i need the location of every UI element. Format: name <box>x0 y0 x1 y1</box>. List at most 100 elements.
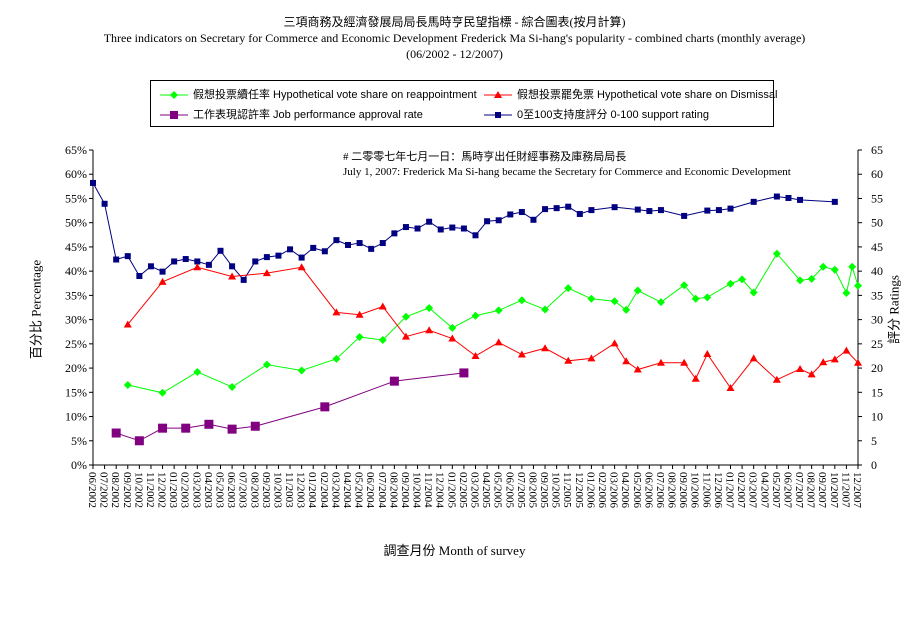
chart-title-chinese: 三項商務及經濟發展局局長馬時亨民望指標 - 綜合圖表(按月計算) <box>283 15 626 29</box>
legend-label: 假想投票罷免票 Hypothetical vote share on Dismi… <box>517 89 778 101</box>
data-point-reappoint <box>772 249 781 258</box>
x-tick-label: 11/2005 <box>561 472 573 508</box>
data-point-dismiss <box>656 358 665 366</box>
x-tick-label: 08/2003 <box>248 472 260 509</box>
y-right-tick-label: 35 <box>871 288 883 302</box>
data-point-rating <box>321 248 328 255</box>
x-tick-label: 05/2006 <box>631 472 643 509</box>
data-point-dismiss <box>610 339 619 347</box>
legend-label: 工作表現認許率 Job performance approval rate <box>193 109 423 121</box>
square-marker-icon <box>160 111 188 119</box>
data-point-rating <box>205 261 212 268</box>
data-point-dismiss <box>772 375 781 383</box>
y-right-tick-label: 65 <box>871 143 883 157</box>
data-point-reappoint <box>703 293 712 302</box>
data-point-rating <box>263 254 270 261</box>
data-point-rating <box>727 205 734 212</box>
data-point-rating <box>287 246 294 253</box>
data-point-approval <box>111 428 121 438</box>
x-tick-label: 09/2007 <box>816 472 828 509</box>
data-point-rating <box>460 225 467 232</box>
data-point-reappoint <box>807 274 816 283</box>
data-point-dismiss <box>564 356 573 364</box>
y-left-tick-label: 50% <box>65 216 87 230</box>
data-point-reappoint <box>656 298 665 307</box>
data-point-rating <box>542 206 549 213</box>
chart-date-range: (06/2002 - 12/2007) <box>406 47 503 61</box>
data-point-rating <box>449 224 456 231</box>
data-point-dismiss <box>297 263 306 271</box>
x-tick-label: 05/2005 <box>492 472 504 509</box>
data-point-dismiss <box>830 355 839 363</box>
data-point-dismiss <box>517 350 526 358</box>
y-left-tick-label: 15% <box>65 385 87 399</box>
data-point-reappoint <box>819 262 828 271</box>
data-point-reappoint <box>749 288 758 297</box>
x-tick-label: 02/2006 <box>596 472 608 509</box>
series-reappoint <box>123 249 862 397</box>
data-point-reappoint <box>158 388 167 397</box>
x-tick-label: 06/2006 <box>642 472 654 509</box>
data-point-dismiss <box>378 302 387 310</box>
x-tick-label: 06/2002 <box>86 472 98 508</box>
data-point-reappoint <box>830 265 839 274</box>
annotation-line-1: # 二零零七年七月一日：馬時亨出任財經事務及庫務局局長 <box>343 149 626 163</box>
data-point-rating <box>553 205 560 212</box>
x-tick-label: 01/2004 <box>306 472 318 509</box>
data-point-dismiss <box>633 365 642 373</box>
data-point-rating <box>310 244 317 251</box>
x-tick-label: 07/2004 <box>376 472 388 509</box>
data-point-rating <box>171 258 178 265</box>
data-point-rating <box>252 258 259 265</box>
data-point-rating <box>298 254 305 261</box>
data-point-rating <box>773 193 780 200</box>
data-point-reappoint <box>848 262 857 271</box>
data-point-reappoint <box>564 284 573 293</box>
data-point-rating <box>159 268 166 275</box>
data-point-rating <box>90 179 96 186</box>
x-tick-label: 12/2006 <box>712 472 724 509</box>
x-tick-label: 08/2007 <box>805 472 817 509</box>
x-tick-label: 03/2005 <box>469 472 481 509</box>
x-tick-label: 08/2005 <box>526 472 538 509</box>
y-right-tick-label: 20 <box>871 361 883 375</box>
data-point-dismiss <box>726 383 735 391</box>
series-line-approval <box>116 372 464 442</box>
data-point-rating <box>704 207 711 214</box>
data-point-reappoint <box>332 354 341 363</box>
data-point-reappoint <box>123 381 132 390</box>
x-tick-label: 09/2002 <box>121 472 133 508</box>
data-point-reappoint <box>691 294 700 303</box>
y-left-tick-label: 30% <box>65 313 87 327</box>
data-point-dismiss <box>448 334 457 342</box>
data-point-rating <box>657 207 664 214</box>
data-point-approval <box>204 419 214 429</box>
data-point-rating <box>356 240 363 247</box>
chart-legend: 假想投票續任率 Hypothetical vote share on reapp… <box>150 80 778 127</box>
data-point-approval <box>134 436 144 446</box>
x-tick-label: 11/2006 <box>700 472 712 508</box>
y-right-tick-label: 60 <box>871 167 883 181</box>
x-tick-label: 01/2006 <box>584 472 596 509</box>
data-point-approval <box>181 423 191 433</box>
data-point-reappoint <box>680 281 689 290</box>
data-point-dismiss <box>355 310 364 318</box>
data-point-reappoint <box>228 382 237 391</box>
chart-title-english: Three indicators on Secretary for Commer… <box>103 31 806 45</box>
x-tick-label: 05/2004 <box>353 472 365 509</box>
data-point-reappoint <box>610 297 619 306</box>
x-tick-label: 02/2005 <box>457 472 469 509</box>
x-tick-label: 06/2004 <box>364 472 376 509</box>
y-left-tick-label: 40% <box>65 264 87 278</box>
x-tick-label: 08/2006 <box>666 472 678 509</box>
data-point-reappoint <box>401 312 410 321</box>
data-point-rating <box>797 196 804 203</box>
x-tick-label: 06/2003 <box>225 472 237 509</box>
x-tick-label: 08/2004 <box>387 472 399 509</box>
data-point-reappoint <box>448 323 457 332</box>
data-point-rating <box>402 224 409 231</box>
y-left-tick-label: 45% <box>65 240 87 254</box>
y-right-tick-label: 5 <box>871 434 877 448</box>
data-point-reappoint <box>796 276 805 285</box>
